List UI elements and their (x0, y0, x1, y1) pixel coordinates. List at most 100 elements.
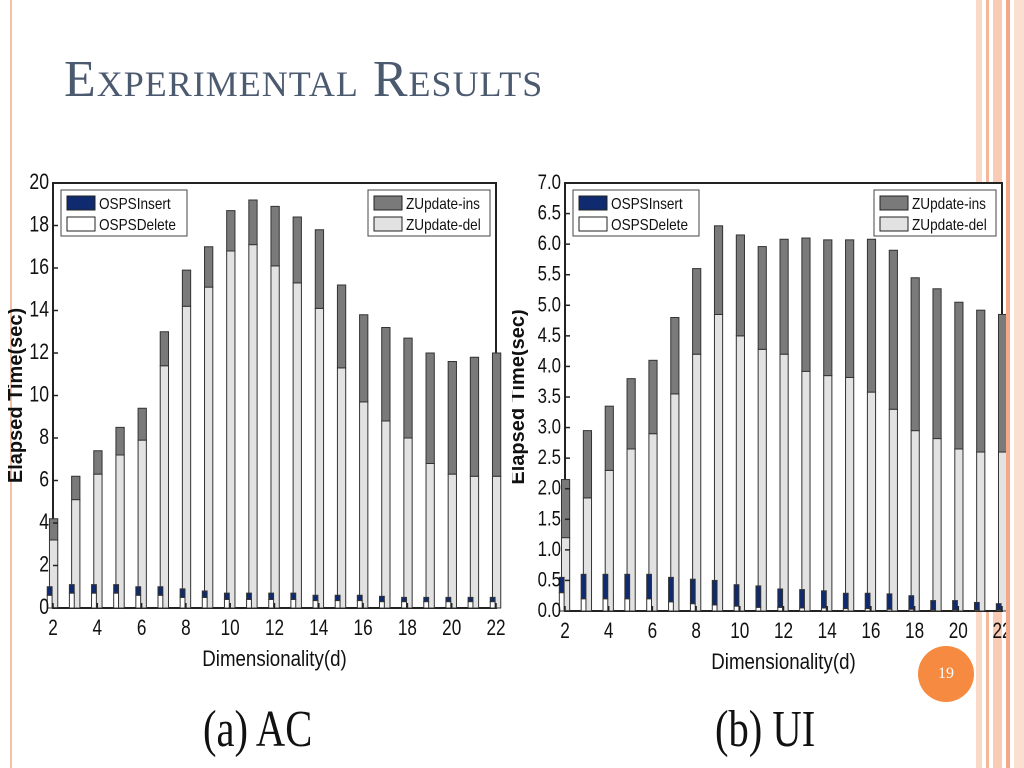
x-tick-label: 8 (691, 619, 701, 644)
y-tick-label: 0.5 (538, 569, 561, 592)
y-axis-label: Elapsed Time(sec) (512, 309, 529, 484)
bar-zupdate-ins (181, 269, 192, 307)
x-tick-label: 14 (309, 616, 328, 641)
x-tick-label: 16 (861, 619, 880, 644)
bar-ospsinsert (995, 603, 1002, 611)
bar-zupdate-ins (336, 284, 347, 369)
bar-ospsinsert (378, 595, 385, 603)
bar-zupdate-del (976, 451, 986, 612)
bar-ospsinsert (223, 592, 230, 600)
legend-swatch (373, 216, 403, 232)
bar-ospsdelete (223, 599, 230, 609)
bar-ospsinsert (952, 600, 958, 611)
bar-zupdate-ins (954, 301, 964, 450)
slide-left-border (10, 0, 12, 768)
bar-zupdate-del (801, 370, 811, 612)
bar-zupdate-del (469, 475, 480, 609)
bar-ospsinsert (864, 592, 871, 610)
bar-ospsdelete (290, 599, 297, 609)
bar-zupdate-ins (845, 239, 855, 378)
y-tick-label: 6.0 (538, 232, 561, 255)
y-tick-label: 1.0 (538, 538, 561, 561)
bar-zupdate-ins (735, 234, 745, 337)
bar-ospsinsert (334, 594, 341, 602)
bar-ospsinsert (930, 600, 937, 611)
bar-zupdate-ins (626, 378, 636, 450)
bar-ospsdelete (334, 600, 341, 609)
y-tick-label: 8 (39, 425, 49, 449)
bar-zupdate-del (403, 437, 413, 609)
bar-zupdate-ins (757, 246, 767, 350)
legend-label: OSPSDelete (99, 217, 176, 234)
bar-zupdate-del (226, 250, 236, 609)
bar-zupdate-del (137, 439, 147, 609)
bar-zupdate-ins (447, 361, 457, 475)
x-tick-label: 10 (730, 619, 749, 644)
bar-ospsdelete (733, 605, 740, 612)
bar-zupdate-ins (604, 405, 614, 471)
caption-ac: (a) AC (203, 701, 313, 758)
bar-zupdate-del (845, 376, 855, 612)
bar-ospsinsert (689, 578, 696, 605)
bar-zupdate-ins (823, 239, 833, 377)
bar-ospsdelete (580, 598, 587, 612)
bar-zupdate-ins (403, 337, 413, 439)
bar-ospsdelete (689, 603, 696, 612)
legend-swatch (578, 216, 608, 232)
bar-ospsinsert (733, 584, 740, 607)
x-tick-label: 6 (137, 616, 147, 641)
bar-zupdate-del (425, 463, 435, 609)
bar-ospsinsert (668, 576, 674, 603)
bar-zupdate-del (735, 335, 745, 612)
bar-ospsinsert (312, 594, 319, 602)
bar-ospsdelete (423, 601, 430, 609)
y-tick-label: 2.0 (538, 477, 561, 500)
legend-label: OSPSDelete (611, 217, 688, 234)
bar-zupdate-ins (48, 518, 59, 541)
y-tick-label: 18 (29, 213, 49, 237)
x-tick-label: 20 (442, 616, 461, 641)
x-tick-label: 4 (93, 616, 103, 641)
bar-zupdate-ins (270, 205, 280, 267)
bar-zupdate-ins (998, 313, 1006, 453)
bar-ospsinsert (157, 586, 164, 596)
bar-zupdate-ins (248, 199, 258, 246)
bar-ospsinsert (908, 595, 915, 610)
bar-zupdate-ins (71, 475, 81, 501)
bar-ospsdelete (201, 596, 208, 609)
bar-zupdate-del (866, 391, 877, 612)
bar-ospsdelete (113, 592, 120, 609)
bar-zupdate-ins (159, 331, 170, 367)
y-tick-label: 4 (39, 510, 49, 534)
bar-ospsdelete (668, 601, 674, 612)
bar-ospsinsert (973, 601, 980, 611)
y-tick-label: 3.5 (538, 385, 561, 408)
bar-ospsdelete (445, 601, 452, 609)
bar-ospsinsert (646, 573, 652, 600)
bar-zupdate-del (181, 305, 192, 609)
bar-ospsdelete (356, 600, 363, 609)
bar-zupdate-ins (692, 268, 702, 355)
x-tick-label: 14 (818, 619, 837, 644)
bar-ospsinsert (401, 596, 407, 603)
bar-ospsinsert (179, 588, 186, 598)
y-tick-label: 20 (29, 170, 49, 194)
bar-zupdate-ins (888, 249, 898, 410)
x-tick-label: 12 (265, 616, 284, 641)
bar-zupdate-ins (359, 314, 369, 403)
x-tick-label: 2 (48, 616, 58, 641)
caption-ui: (b) UI (715, 701, 816, 758)
bar-zupdate-del (270, 265, 280, 609)
bar-ospsdelete (312, 600, 319, 609)
bar-zupdate-ins (491, 352, 502, 477)
bar-ospsinsert (135, 586, 142, 596)
y-tick-label: 10 (29, 383, 49, 407)
bar-zupdate-del (998, 451, 1006, 612)
x-tick-label: 18 (905, 619, 924, 644)
bar-zupdate-ins (976, 309, 986, 453)
bar-ospsdelete (646, 598, 652, 612)
legend-label: ZUpdate-ins (912, 196, 986, 213)
bar-ospsdelete (401, 601, 407, 609)
bar-zupdate-ins (866, 238, 877, 393)
bar-ospsdelete (135, 594, 142, 609)
